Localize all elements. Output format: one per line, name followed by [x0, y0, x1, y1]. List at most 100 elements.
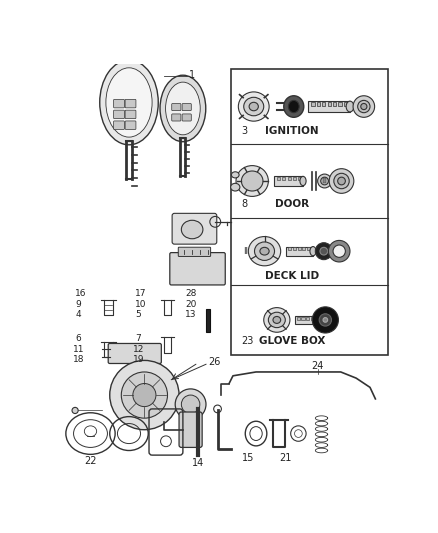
Text: GLOVE BOX: GLOVE BOX	[259, 336, 325, 346]
Text: 28: 28	[185, 289, 197, 298]
Text: 3: 3	[241, 126, 247, 136]
Ellipse shape	[268, 312, 285, 328]
Circle shape	[329, 168, 354, 193]
Ellipse shape	[284, 96, 304, 117]
FancyBboxPatch shape	[172, 103, 181, 111]
Text: II: II	[243, 247, 248, 256]
FancyBboxPatch shape	[108, 343, 161, 364]
Bar	[317, 102, 320, 106]
Text: 23: 23	[241, 336, 254, 346]
Circle shape	[312, 307, 339, 333]
Bar	[306, 317, 309, 320]
Bar	[231, 69, 389, 355]
FancyBboxPatch shape	[182, 114, 191, 121]
Text: 16: 16	[75, 289, 87, 298]
Ellipse shape	[100, 60, 158, 145]
Bar	[301, 317, 304, 320]
Circle shape	[133, 384, 156, 407]
Ellipse shape	[254, 242, 275, 261]
Bar	[206, 309, 210, 332]
Circle shape	[321, 177, 328, 185]
Circle shape	[338, 177, 346, 185]
Circle shape	[181, 395, 200, 414]
Bar	[286, 247, 313, 256]
Circle shape	[358, 100, 370, 112]
Circle shape	[323, 318, 328, 322]
Circle shape	[72, 407, 78, 414]
Text: 24: 24	[311, 361, 324, 371]
Bar	[293, 247, 296, 251]
Text: 4: 4	[75, 311, 81, 319]
Ellipse shape	[249, 102, 258, 111]
Bar	[322, 102, 325, 106]
Text: DOOR: DOOR	[275, 199, 309, 209]
Ellipse shape	[106, 68, 152, 137]
Circle shape	[334, 173, 349, 189]
Bar	[277, 177, 280, 180]
FancyBboxPatch shape	[113, 99, 124, 108]
Text: 5: 5	[135, 311, 141, 319]
Bar	[344, 102, 347, 106]
Text: 1: 1	[189, 70, 195, 80]
Ellipse shape	[260, 247, 269, 255]
Bar	[323, 178, 326, 182]
Ellipse shape	[273, 317, 281, 324]
FancyBboxPatch shape	[172, 114, 181, 121]
Circle shape	[121, 372, 167, 418]
Bar	[288, 177, 291, 180]
Text: 15: 15	[242, 453, 254, 463]
Ellipse shape	[310, 247, 316, 256]
Text: IGNITION: IGNITION	[265, 126, 319, 136]
Bar	[307, 247, 310, 251]
Text: 11: 11	[73, 345, 84, 354]
Circle shape	[333, 245, 346, 257]
Bar	[293, 177, 296, 180]
Ellipse shape	[160, 75, 206, 142]
Text: 8: 8	[241, 199, 247, 209]
Circle shape	[361, 103, 367, 110]
FancyBboxPatch shape	[125, 110, 136, 119]
Circle shape	[320, 247, 328, 255]
Text: 26: 26	[208, 357, 221, 367]
Ellipse shape	[346, 101, 354, 112]
Text: 6: 6	[75, 334, 81, 343]
Text: 19: 19	[133, 355, 145, 364]
Circle shape	[315, 243, 332, 260]
Ellipse shape	[264, 308, 290, 332]
Text: 22: 22	[84, 456, 97, 466]
Circle shape	[318, 174, 332, 188]
Ellipse shape	[231, 183, 240, 191]
FancyBboxPatch shape	[125, 99, 136, 108]
Bar	[282, 177, 285, 180]
Ellipse shape	[181, 220, 203, 239]
FancyBboxPatch shape	[172, 213, 217, 244]
Bar	[297, 317, 300, 320]
FancyBboxPatch shape	[113, 121, 124, 130]
Text: 17: 17	[135, 289, 147, 298]
FancyBboxPatch shape	[125, 121, 136, 130]
Bar	[298, 247, 301, 251]
Bar	[288, 247, 291, 251]
Bar	[302, 247, 305, 251]
Text: 21: 21	[279, 453, 292, 463]
Bar	[339, 102, 342, 106]
Ellipse shape	[231, 172, 239, 178]
Circle shape	[328, 240, 350, 262]
FancyBboxPatch shape	[178, 247, 211, 256]
Circle shape	[110, 360, 179, 430]
FancyBboxPatch shape	[182, 103, 191, 111]
Bar	[274, 176, 303, 185]
Ellipse shape	[244, 98, 264, 116]
FancyBboxPatch shape	[179, 412, 202, 447]
Bar	[328, 102, 331, 106]
Text: 14: 14	[192, 458, 205, 468]
Ellipse shape	[236, 166, 268, 196]
Text: 13: 13	[185, 311, 197, 319]
Bar	[311, 102, 314, 106]
Text: 18: 18	[73, 355, 84, 364]
Text: 7: 7	[135, 334, 141, 343]
Ellipse shape	[166, 82, 200, 135]
Text: 9: 9	[75, 301, 81, 310]
Ellipse shape	[248, 237, 281, 266]
Bar	[307, 101, 350, 112]
